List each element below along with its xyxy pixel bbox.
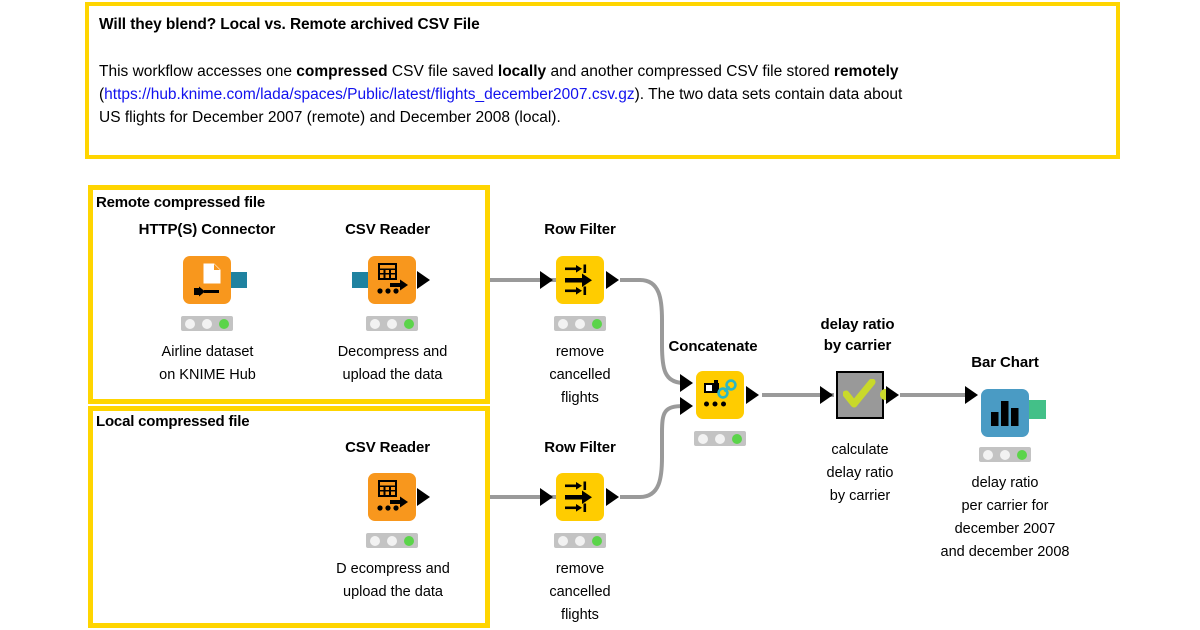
http-note-2: on KNIME Hub [159,367,256,383]
node-body-row-filter-remote[interactable] [556,256,604,304]
file-arrow-icon [194,263,221,297]
desc-bold-compressed: compressed [296,63,388,80]
rfl-note-2: cancelled [549,584,611,600]
node-title-delay-ratio: delay ratio by carrier [790,314,925,356]
port-in2-concatenate[interactable] [680,397,693,415]
port-in-csv-reader-remote[interactable] [352,272,368,288]
port-out-csv-reader-local[interactable] [417,488,430,506]
port-in1-bar-chart[interactable] [965,386,978,404]
port-out-http-connector[interactable] [231,272,247,288]
csvr-note-2: upload the data [342,367,443,383]
bar-note-3: december 2007 [954,521,1056,537]
meta-title-2: by carrier [823,337,892,354]
bar-chart-icon [991,401,1019,426]
connection-rowfilter-local-to-concat [620,404,685,499]
node-title-http-connector: HTTP(S) Connector [138,221,276,238]
status-bar-chart [979,447,1031,462]
node-title-row-filter-local: Row Filter [544,439,616,456]
port-in1-concatenate[interactable] [680,374,693,392]
csvl-note-1: D ecompress and [336,561,450,577]
node-body-csv-reader-remote[interactable] [368,256,416,304]
desc-bold-locally: locally [497,63,547,80]
rfr-note-2: cancelled [549,367,611,383]
remote-group-title: Remote compressed file [96,194,265,211]
node-note-row-filter-remote: remove cancelled flights [500,341,660,410]
status-row-filter-local [554,533,606,548]
node-note-bar-chart: delay ratio per carrier for december 200… [905,472,1105,564]
meta-note-2: delay ratio [826,465,894,481]
node-note-csv-reader-local: D ecompress and upload the data [298,558,488,604]
port-out-csv-reader-remote[interactable] [417,271,430,289]
row-filter-arrows-icon [565,481,592,512]
port-out-dot-delay-ratio-metanode[interactable] [880,389,891,400]
description-annotation: Will they blend? Local vs. Remote archiv… [85,2,1120,159]
port-out-bar-chart[interactable] [1029,400,1046,419]
port-in-delay-ratio-metanode[interactable] [820,386,833,404]
port-out-row-filter-remote[interactable] [606,271,619,289]
bar-note-2: per carrier for [961,498,1049,514]
connection-rowfilter-remote-to-concat [620,278,685,385]
port-in-row-filter-remote[interactable] [540,271,553,289]
node-body-row-filter-local[interactable] [556,473,604,521]
node-body-bar-chart[interactable] [981,389,1029,437]
node-note-delay-ratio-metanode: calculate delay ratio by carrier [790,439,930,508]
rfl-note-1: remove [555,561,605,577]
node-note-csv-reader-remote: Decompress and upload the data [300,341,485,387]
bar-note-4: and december 2008 [940,544,1070,560]
node-title-csv-reader-remote: CSV Reader [345,221,430,238]
chain-link-icon [704,379,737,407]
status-row-filter-remote [554,316,606,331]
node-title-row-filter-remote: Row Filter [544,221,616,238]
port-in-row-filter-local[interactable] [540,488,553,506]
csvr-note-1: Decompress and [337,344,448,360]
desc-text-4: ). The two data sets contain data about [634,86,903,103]
table-arrow-icon [377,263,408,294]
desc-text-2: CSV file saved [387,63,498,80]
rfr-note-3: flights [561,390,599,406]
status-http-connector [181,316,233,331]
meta-title-1: delay ratio [820,316,895,333]
rfl-note-3: flights [561,607,599,623]
description-body: This workflow accesses one compressed CS… [99,60,1108,129]
status-csv-reader-remote [366,316,418,331]
desc-text-5: US flights for December 2007 (remote) an… [99,109,561,126]
port-out-row-filter-local[interactable] [606,488,619,506]
http-note-1: Airline dataset [161,344,254,360]
csvl-note-2: upload the data [343,584,443,600]
node-body-csv-reader-local[interactable] [368,473,416,521]
remote-group-annotation [88,185,490,404]
node-body-concatenate[interactable] [696,371,744,419]
node-body-http-connector[interactable] [183,256,231,304]
row-filter-arrows-icon [565,264,592,295]
status-concatenate [694,431,746,446]
table-arrow-icon [377,480,408,511]
node-title-csv-reader-local: CSV Reader [345,439,430,456]
rfr-note-1: remove [555,344,605,360]
node-body-delay-ratio-metanode[interactable] [836,371,884,419]
desc-text-3: and another compressed CSV file stored [546,63,834,80]
node-note-row-filter-local: remove cancelled flights [500,558,660,627]
description-title: Will they blend? Local vs. Remote archiv… [99,16,480,33]
desc-bold-remotely: remotely [833,63,899,80]
node-note-http-connector: Airline dataset on KNIME Hub [110,341,305,387]
node-title-bar-chart: Bar Chart [971,354,1039,371]
status-csv-reader-local [366,533,418,548]
meta-note-1: calculate [831,442,889,458]
bar-note-1: delay ratio [971,475,1039,491]
meta-note-3: by carrier [829,488,891,504]
desc-paren-open: ( [99,86,105,103]
desc-text-1: This workflow accesses one [99,63,297,80]
port-out-delay-ratio-metanode[interactable] [886,386,899,404]
local-group-title: Local compressed file [96,413,250,430]
port-out-concatenate[interactable] [746,386,759,404]
node-title-concatenate: Concatenate [668,338,758,355]
local-group-annotation [88,406,490,628]
checkmark-icon [843,379,876,408]
hub-url-link[interactable]: https://hub.knime.com/lada/spaces/Public… [104,86,635,103]
